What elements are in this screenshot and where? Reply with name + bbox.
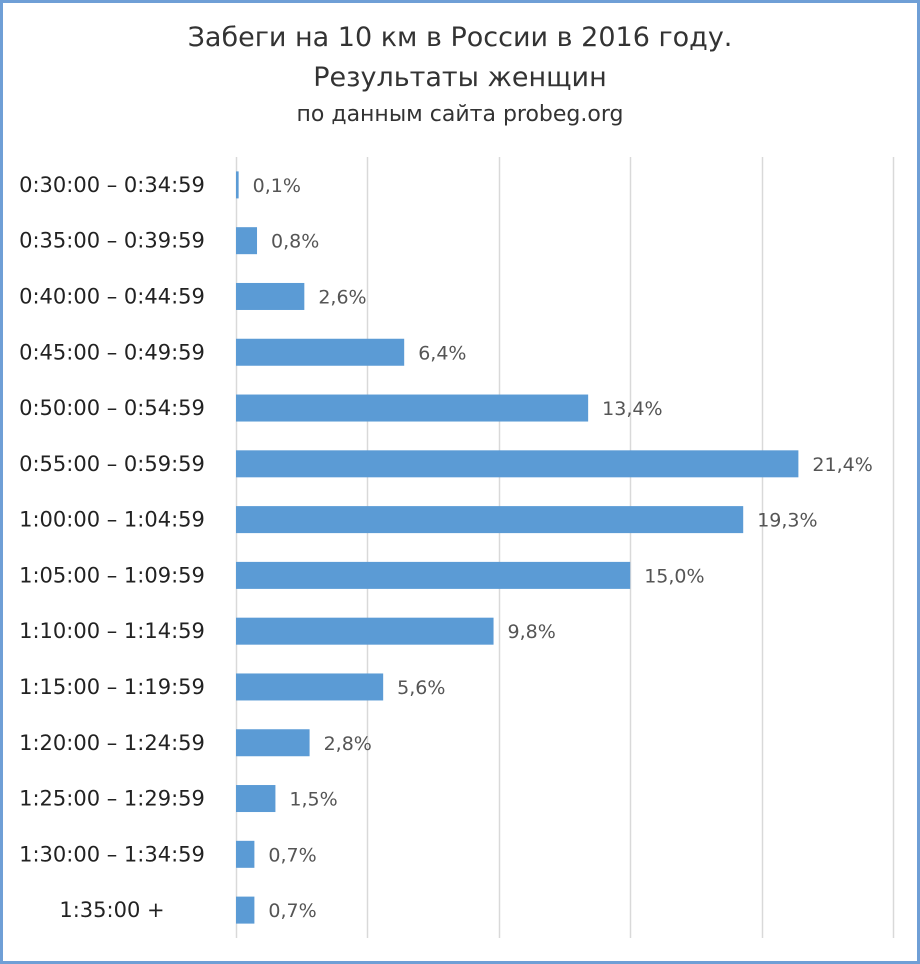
category-label: 1:30:00 – 1:34:59 bbox=[19, 842, 205, 866]
bar bbox=[236, 506, 744, 534]
bar bbox=[236, 617, 494, 645]
category-label: 1:20:00 – 1:24:59 bbox=[19, 731, 205, 755]
bar bbox=[236, 561, 631, 589]
chart-titles: Забеги на 10 км в России в 2016 году. Ре… bbox=[0, 18, 920, 132]
category-label: 0:40:00 – 0:44:59 bbox=[19, 284, 205, 308]
bar bbox=[236, 785, 276, 813]
bar bbox=[236, 840, 255, 868]
data-label: 9,8% bbox=[508, 621, 556, 643]
bar bbox=[236, 450, 799, 478]
category-label: 0:50:00 – 0:54:59 bbox=[19, 396, 205, 420]
chart-title: Забеги на 10 км в России в 2016 году. bbox=[187, 22, 733, 53]
data-label: 21,4% bbox=[812, 454, 872, 476]
data-label: 0,7% bbox=[268, 844, 316, 866]
category-label: 1:15:00 – 1:19:59 bbox=[19, 675, 205, 699]
data-label: 0,8% bbox=[271, 231, 319, 253]
bar bbox=[236, 896, 255, 924]
category-label: 1:05:00 – 1:09:59 bbox=[19, 563, 205, 587]
bar bbox=[236, 282, 305, 310]
category-label: 1:00:00 – 1:04:59 bbox=[19, 508, 205, 532]
data-label: 1,5% bbox=[289, 789, 337, 811]
category-label: 1:35:00 + bbox=[59, 898, 164, 922]
data-label: 0,7% bbox=[268, 900, 316, 922]
bar bbox=[236, 394, 589, 422]
bars bbox=[236, 171, 799, 924]
labels: 0:30:00 – 0:34:59 0,1% 0:35:00 – 0:39:59 0,… bbox=[19, 173, 873, 922]
data-label: 13,4% bbox=[602, 398, 662, 420]
category-label: 1:10:00 – 1:14:59 bbox=[19, 619, 205, 643]
data-label: 6,4% bbox=[418, 342, 466, 364]
chart-title-line2: Результаты женщин bbox=[313, 62, 607, 93]
category-label: 0:30:00 – 0:34:59 bbox=[19, 173, 205, 197]
category-label: 0:55:00 – 0:59:59 bbox=[19, 452, 205, 476]
data-label: 19,3% bbox=[757, 510, 817, 532]
bar bbox=[236, 673, 384, 701]
bar bbox=[236, 227, 258, 255]
data-label: 5,6% bbox=[397, 677, 445, 699]
bar bbox=[236, 729, 310, 757]
data-label: 2,6% bbox=[318, 286, 366, 308]
data-label: 2,8% bbox=[324, 733, 372, 755]
bar bbox=[236, 338, 405, 366]
data-label: 15,0% bbox=[644, 565, 704, 587]
category-label: 0:35:00 – 0:39:59 bbox=[19, 229, 205, 253]
data-label: 0,1% bbox=[253, 175, 301, 197]
bar bbox=[236, 171, 239, 199]
gridlines bbox=[235, 157, 895, 938]
category-label: 1:25:00 – 1:29:59 bbox=[19, 787, 205, 811]
chart-subtitle: по данным сайта probeg.org bbox=[296, 102, 624, 127]
category-label: 0:45:00 – 0:49:59 bbox=[19, 340, 205, 364]
